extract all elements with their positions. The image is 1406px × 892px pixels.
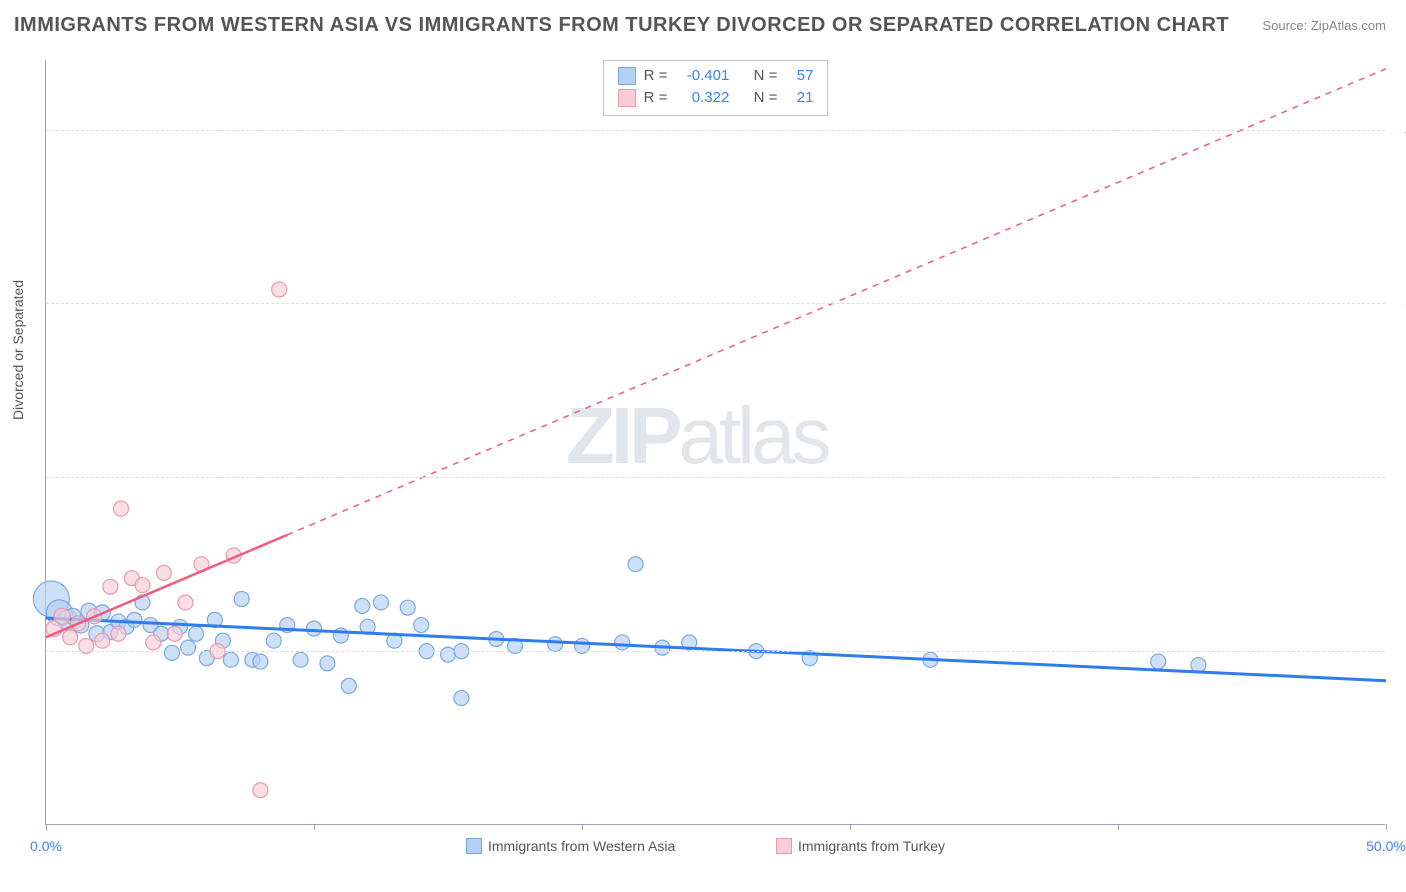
chart-title: IMMIGRANTS FROM WESTERN ASIA VS IMMIGRAN… xyxy=(14,14,1229,37)
watermark: ZIPatlas xyxy=(566,390,827,482)
r-value-2: 0.322 xyxy=(675,87,729,109)
n-value-1: 57 xyxy=(785,65,813,87)
xtick-mark xyxy=(46,824,47,830)
legend-label-1: Immigrants from Western Asia xyxy=(488,838,675,854)
n-label-1: N = xyxy=(754,65,778,87)
source-name: ZipAtlas.com xyxy=(1311,18,1386,33)
stats-row-series-2: R = 0.322 N = 21 xyxy=(618,87,814,109)
xtick-mark xyxy=(1118,824,1119,830)
legend-item-2: Immigrants from Turkey xyxy=(776,838,945,854)
chart-svg xyxy=(46,60,1386,825)
legend-swatch-icon xyxy=(776,838,792,854)
xtick-mark xyxy=(850,824,851,830)
xtick-label: 0.0% xyxy=(30,838,62,854)
legend-item-1: Immigrants from Western Asia xyxy=(466,838,675,854)
r-label-1: R = xyxy=(644,65,668,87)
watermark-bold: ZIP xyxy=(566,391,678,480)
legend-swatch-2 xyxy=(618,89,636,107)
gridline-y xyxy=(46,477,1385,478)
n-label-2: N = xyxy=(754,87,778,109)
stats-row-series-1: R = -0.401 N = 57 xyxy=(618,65,814,87)
source-attribution: Source: ZipAtlas.com xyxy=(1262,18,1386,33)
source-prefix: Source: xyxy=(1262,18,1310,33)
xtick-mark xyxy=(582,824,583,830)
legend-label-2: Immigrants from Turkey xyxy=(798,838,945,854)
plot-area: ZIPatlas R = -0.401 N = 57 R = 0.322 N =… xyxy=(45,60,1385,825)
r-value-1: -0.401 xyxy=(675,65,729,87)
legend-swatch-icon xyxy=(466,838,482,854)
legend-swatch-1 xyxy=(618,67,636,85)
y-axis-label: Divorced or Separated xyxy=(10,280,26,420)
watermark-light: atlas xyxy=(678,391,827,480)
n-value-2: 21 xyxy=(785,87,813,109)
gridline-y xyxy=(46,651,1385,652)
r-label-2: R = xyxy=(644,87,668,109)
gridline-y xyxy=(46,303,1385,304)
gridline-y xyxy=(46,130,1385,131)
xtick-label: 50.0% xyxy=(1366,838,1406,854)
xtick-mark xyxy=(314,824,315,830)
correlation-stats-legend: R = -0.401 N = 57 R = 0.322 N = 21 xyxy=(603,60,829,116)
xtick-mark xyxy=(1386,824,1387,830)
